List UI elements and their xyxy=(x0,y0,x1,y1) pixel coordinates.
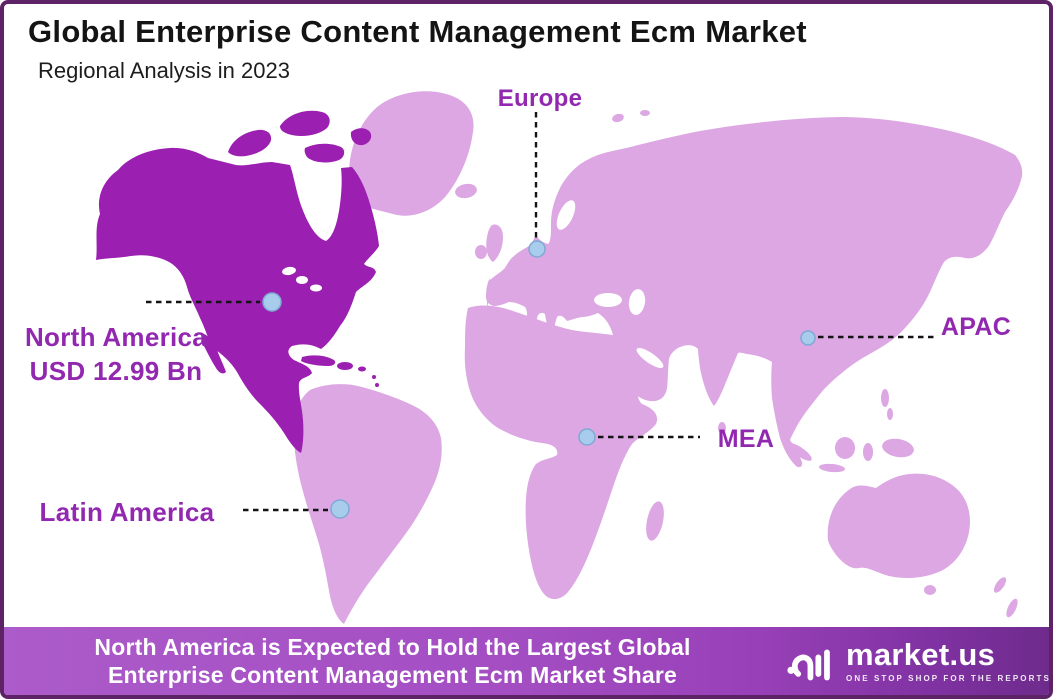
region-australia xyxy=(827,473,970,578)
island-sumatra xyxy=(788,443,812,461)
header: Global Enterprise Content Management Ecm… xyxy=(28,14,807,84)
island-cuba xyxy=(301,355,336,366)
island-antilles-1 xyxy=(372,375,376,379)
north-america-label-value: USD 12.99 Bn xyxy=(29,356,203,386)
north-america-label-name: North America xyxy=(24,322,208,352)
island-tasmania xyxy=(924,585,936,595)
region-eurasia xyxy=(486,117,1023,468)
island-japan-1 xyxy=(879,270,889,286)
island-hispaniola xyxy=(337,362,353,370)
region-iceland xyxy=(455,183,477,199)
island-borneo xyxy=(835,437,855,459)
island-new-zealand-north xyxy=(993,577,1007,593)
baja-peninsula xyxy=(201,334,226,374)
island-new-guinea xyxy=(882,438,914,458)
banner-text: North America is Expected to Hold the La… xyxy=(4,633,781,689)
banner-line2: Enterprise Content Management Ecm Market… xyxy=(107,662,678,688)
inland-water xyxy=(282,200,664,369)
logo-name: market.us xyxy=(846,636,996,672)
arctic-island-1 xyxy=(228,129,272,157)
great-lake-1 xyxy=(282,266,296,276)
island-japan-3 xyxy=(876,303,884,317)
apac-label: APAC xyxy=(940,313,1012,341)
island-java xyxy=(819,463,845,473)
arctic-island-3 xyxy=(304,143,345,163)
marketus-logo-icon xyxy=(787,649,830,681)
north-america-label: North America USD 12.99 Bn xyxy=(8,320,224,388)
logo-tagline: ONE STOP SHOP FOR THE REPORTS xyxy=(846,673,1051,683)
island-new-zealand-south xyxy=(1006,598,1018,618)
island-puerto-rico xyxy=(358,366,366,372)
latin-america-label: Latin America xyxy=(39,497,215,527)
persian-gulf xyxy=(636,347,664,369)
island-philippines-2 xyxy=(887,408,893,420)
caspian-sea xyxy=(628,289,646,315)
europe-label: Europe xyxy=(497,85,583,112)
baltic-sea xyxy=(556,200,576,230)
page-title: Global Enterprise Content Management Ecm… xyxy=(28,14,807,49)
north-america-dot xyxy=(262,292,282,312)
island-sri-lanka xyxy=(718,422,726,434)
arctic-island-4 xyxy=(350,128,372,146)
mea-dot xyxy=(578,428,596,446)
region-ireland xyxy=(475,245,487,259)
island-svalbard-1 xyxy=(612,113,624,123)
landmasses xyxy=(293,91,1023,624)
island-antilles-2 xyxy=(375,383,379,387)
region-greenland xyxy=(349,91,474,216)
great-lake-3 xyxy=(310,284,322,292)
arctic-island-2 xyxy=(280,110,330,136)
island-sulawesi xyxy=(863,443,873,461)
logo-text-stack: market.us ONE STOP SHOP FOR THE REPORTS xyxy=(846,636,1051,683)
mea-label: MEA xyxy=(717,425,775,453)
markers xyxy=(146,112,936,512)
latin-america-dot xyxy=(330,499,350,519)
island-japan-2 xyxy=(885,288,895,304)
marker-dots xyxy=(262,240,816,519)
black-sea xyxy=(594,293,622,307)
apac-dot xyxy=(800,330,816,346)
region-south-america xyxy=(293,384,442,624)
europe-dot xyxy=(528,240,546,258)
island-svalbard-2 xyxy=(640,110,650,116)
banner-line1: North America is Expected to Hold the La… xyxy=(94,634,691,660)
marketus-logo: market.us ONE STOP SHOP FOR THE REPORTS xyxy=(781,638,1049,684)
north-america-mainland xyxy=(96,147,379,453)
great-lake-2 xyxy=(296,276,308,284)
page-subtitle: Regional Analysis in 2023 xyxy=(38,58,290,83)
region-madagascar xyxy=(646,501,664,541)
region-north-america xyxy=(96,110,379,453)
region-africa xyxy=(464,305,658,600)
bottom-banner: North America is Expected to Hold the La… xyxy=(4,627,1049,695)
island-philippines-1 xyxy=(881,389,889,407)
region-uk xyxy=(486,224,503,262)
island-taiwan xyxy=(855,347,861,357)
